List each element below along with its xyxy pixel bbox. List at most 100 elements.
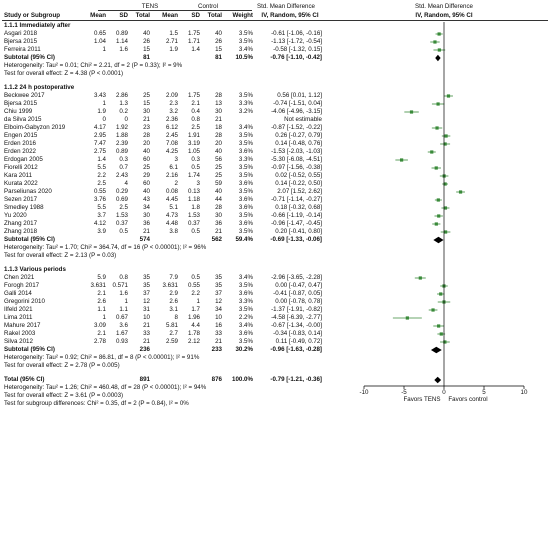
study-ci: -0.61 [-1.06, -0.16] (271, 30, 322, 37)
study-mean2: 1.5 (169, 30, 178, 37)
study-name: da Silva 2015 (4, 116, 42, 123)
subtotal-total2: 562 (211, 236, 222, 243)
study-sd2: 1.75 (187, 30, 200, 37)
total-ci: -0.79 [-1.21, -0.36] (270, 376, 322, 383)
study-name: Bjersa 2015 (4, 100, 38, 107)
study-sd2: 1 (196, 298, 200, 305)
axis-tick-label: 10 (520, 389, 528, 396)
study-mean1: 2.95 (93, 132, 106, 139)
study-weight: 3.5% (238, 282, 253, 289)
study-weight: 3.2% (238, 108, 253, 115)
study-sd1: 0.67 (115, 314, 128, 321)
study-total2: 34 (215, 306, 222, 313)
study-total1: 33 (143, 330, 150, 337)
study-name: Asgari 2018 (4, 30, 38, 37)
axis-tick-label: 5 (482, 389, 486, 396)
study-total2: 30 (215, 108, 222, 115)
study-sd2: 3.19 (187, 140, 200, 147)
study-total2: 16 (215, 322, 222, 329)
study-total2: 56 (215, 156, 222, 163)
study-total2: 12 (215, 298, 222, 305)
study-sd1: 4 (124, 180, 128, 187)
study-name: Zhang 2017 (4, 220, 38, 227)
study-name: Sezen 2017 (4, 196, 38, 203)
study-mean2: 5.1 (169, 204, 178, 211)
study-sd1: 0.5 (119, 228, 128, 235)
study-sd2: 1.78 (187, 330, 200, 337)
study-total2: 26 (215, 38, 222, 45)
study-sd2: 0.3 (191, 156, 200, 163)
study-sd2: 0.5 (191, 164, 200, 171)
study-total1: 15 (143, 100, 150, 107)
study-total2: 18 (215, 124, 222, 131)
study-mean2: 2.09 (165, 92, 178, 99)
study-total1: 21 (143, 116, 150, 123)
header-line-group2 (174, 10, 252, 11)
study-ci: -1.13 [-1.72, -0.54] (271, 38, 322, 45)
study-total1: 40 (143, 188, 150, 195)
study-name: Beckwee 2017 (4, 92, 45, 99)
study-2-5-point (405, 316, 409, 320)
subgroup-heterogeneity: Heterogeneity: Tau² = 0.92; Chi² = 86.81… (4, 354, 200, 361)
study-weight: 2.2% (238, 314, 253, 321)
study-name: Rakel 2003 (4, 330, 36, 337)
study-sd2: 0.13 (187, 188, 200, 195)
study-mean2: 2 (174, 180, 178, 187)
study-mean2: 2.16 (165, 172, 178, 179)
study-sd2: 1.71 (187, 38, 200, 45)
study-mean2: 6.12 (165, 124, 178, 131)
study-mean2: 4.25 (165, 148, 178, 155)
col-ci-plot: IV, Random, 95% CI (415, 12, 473, 19)
total-total1: 891 (139, 376, 150, 383)
study-1-11-point (443, 182, 447, 186)
col-mean1: Mean (90, 12, 106, 19)
study-weight: 3.6% (238, 204, 253, 211)
study-mean2: 2.59 (165, 338, 178, 345)
study-mean2: 4.45 (165, 196, 178, 203)
study-mean2: 4.73 (165, 212, 178, 219)
study-mean2: 3.2 (169, 108, 178, 115)
header-rule (2, 20, 548, 21)
study-ci: 0.00 [-0.47, 0.47] (275, 282, 322, 289)
study-1-8-point (400, 158, 404, 162)
study-sd1: 0.93 (115, 338, 128, 345)
study-mean2: 3.631 (162, 282, 178, 289)
study-weight: 3.6% (238, 148, 253, 155)
study-sd2: 1.05 (187, 148, 200, 155)
study-mean2: 2.45 (165, 132, 178, 139)
study-mean1: 2.5 (97, 180, 106, 187)
study-sd1: 1.67 (115, 330, 128, 337)
study-total1: 30 (143, 108, 150, 115)
study-1-16-point (434, 222, 438, 226)
axis-tick-label: 0 (442, 389, 446, 396)
study-mean2: 1.9 (169, 46, 178, 53)
study-total2: 37 (215, 290, 222, 297)
study-sd1: 0.8 (119, 274, 128, 281)
study-1-1-point (436, 102, 440, 106)
subtotal-0-diamond (435, 54, 441, 62)
study-sd1: 3.6 (119, 322, 128, 329)
study-sd1: 0.3 (119, 156, 128, 163)
study-1-15-point (437, 214, 441, 218)
study-ci: 0.00 [-0.78, 0.78] (275, 298, 322, 305)
study-ci: -0.66 [-1.19, -0.14] (271, 212, 322, 219)
study-mean2: 8 (174, 314, 178, 321)
study-total1: 23 (143, 124, 150, 131)
study-name: Ferreira 2011 (4, 46, 41, 53)
study-weight: 3.6% (238, 196, 253, 203)
axis-left-label: Favors TENS (403, 396, 441, 403)
study-sd2: 2.2 (191, 290, 200, 297)
study-mean1: 3.631 (90, 282, 106, 289)
study-sd1: 1.6 (119, 46, 128, 53)
study-mean1: 5.5 (97, 204, 106, 211)
study-weight: 3.5% (238, 132, 253, 139)
study-weight: 3.6% (238, 220, 253, 227)
study-2-2-point (439, 292, 443, 296)
study-name: Yu 2020 (4, 212, 27, 219)
study-mean2: 0.08 (165, 188, 178, 195)
study-mean2: 3.8 (169, 228, 178, 235)
study-total2: 15 (215, 46, 222, 53)
study-mean1: 3.09 (93, 322, 106, 329)
study-ci: 2.07 [1.52, 2.62] (277, 188, 322, 195)
study-total2: 21 (215, 116, 222, 123)
